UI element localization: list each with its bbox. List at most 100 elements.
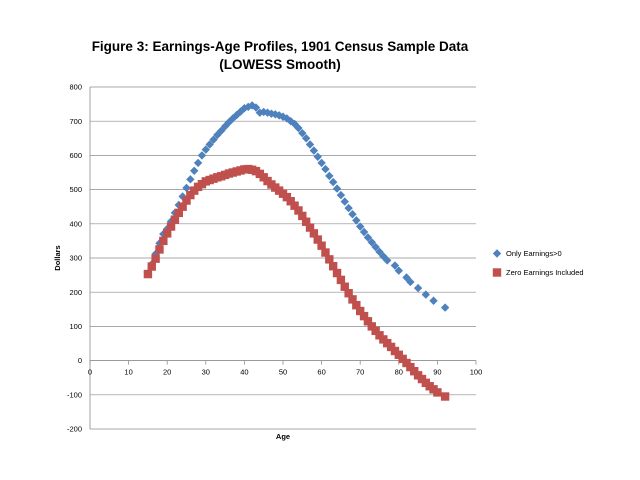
- data-point-square: [317, 241, 326, 250]
- data-point-square: [151, 254, 160, 263]
- data-point-diamond: [359, 227, 369, 237]
- data-point-diamond: [278, 112, 288, 121]
- data-point-square: [340, 282, 349, 291]
- data-point-diamond: [193, 158, 203, 168]
- data-point-square: [301, 217, 311, 226]
- data-point-square: [143, 269, 153, 279]
- data-point-diamond: [371, 242, 380, 252]
- data-point-square: [155, 245, 164, 254]
- data-point-square: [286, 197, 295, 206]
- x-tick-label: 0: [88, 368, 92, 377]
- data-point-square: [166, 222, 176, 231]
- data-point-diamond: [282, 114, 292, 123]
- gridlines: [90, 86, 476, 430]
- data-point-diamond: [197, 151, 207, 160]
- data-point-diamond: [352, 216, 361, 225]
- y-tick-label: 400: [69, 219, 82, 228]
- x-tick-label: 50: [279, 368, 287, 377]
- x-axis-title: Age: [276, 432, 290, 441]
- data-point-square: [313, 235, 322, 244]
- data-point-square: [309, 229, 319, 238]
- data-point-diamond: [251, 103, 261, 112]
- data-point-square: [371, 326, 380, 336]
- data-point-diamond: [205, 140, 214, 149]
- x-tick-label: 90: [433, 368, 441, 377]
- data-point-diamond: [201, 145, 210, 154]
- y-tick-label: 800: [69, 83, 82, 92]
- data-point-diamond: [290, 119, 299, 129]
- data-point-diamond: [363, 233, 373, 242]
- x-tick-label: 20: [163, 368, 171, 377]
- x-tick-label: 70: [356, 368, 364, 377]
- y-tick-label: -100: [67, 390, 82, 399]
- data-point-diamond: [336, 190, 346, 200]
- data-point-diamond: [413, 283, 423, 293]
- data-point-square: [174, 208, 183, 218]
- data-point-diamond: [321, 164, 330, 174]
- y-axis-title: Dollars: [53, 245, 62, 270]
- axes: [89, 87, 477, 429]
- legend-label: Only Earnings>0: [506, 249, 562, 258]
- data-point-square: [321, 248, 330, 257]
- data-point-diamond: [294, 123, 303, 133]
- data-point-square: [170, 215, 180, 224]
- data-point-square: [336, 275, 346, 285]
- data-point-diamond: [383, 256, 392, 265]
- data-point-square: [325, 255, 334, 264]
- legend-label: Zero Earnings Included: [506, 268, 584, 277]
- data-point-square: [367, 322, 376, 331]
- x-tick-labels: 0 10 20 30 40 50 60 70 80 90 100: [88, 368, 482, 377]
- data-point-diamond: [348, 210, 357, 219]
- legend: Only Earnings>0 Zero Earnings Included: [492, 249, 584, 277]
- data-point-square: [147, 262, 156, 271]
- data-point-square: [348, 295, 357, 304]
- data-point-square: [440, 392, 450, 401]
- data-point-square: [186, 190, 195, 200]
- chart-title: Figure 3: Earnings-Age Profiles, 1901 Ce…: [91, 39, 469, 72]
- data-point-diamond: [332, 184, 342, 193]
- data-point-diamond: [356, 222, 365, 231]
- x-tick-label: 40: [240, 368, 248, 377]
- data-point-square: [294, 206, 303, 215]
- data-point-diamond: [301, 134, 311, 143]
- y-tick-label: 700: [69, 117, 82, 126]
- data-point-square: [363, 317, 373, 326]
- data-point-diamond: [340, 197, 349, 206]
- y-tick-label: 300: [69, 254, 82, 263]
- data-point-diamond: [390, 261, 400, 270]
- x-tick-label: 100: [470, 368, 483, 377]
- data-point-square: [332, 268, 342, 278]
- data-point-square: [159, 236, 168, 246]
- data-point-diamond: [298, 128, 307, 138]
- data-point-diamond: [429, 296, 438, 305]
- data-point-square: [178, 202, 187, 211]
- data-point-diamond: [190, 166, 199, 175]
- data-point-diamond: [421, 290, 431, 299]
- series-zero-earnings: [143, 164, 450, 401]
- y-tick-label: 0: [78, 356, 82, 365]
- data-point-diamond: [240, 104, 249, 113]
- y-tick-label: 500: [69, 185, 82, 194]
- data-point-diamond: [317, 158, 326, 168]
- data-point-square: [298, 211, 307, 221]
- legend-square-icon: [492, 268, 502, 277]
- x-tick-label: 80: [395, 368, 403, 377]
- data-point-diamond: [182, 183, 191, 193]
- data-point-diamond: [406, 277, 415, 287]
- data-point-square: [352, 300, 361, 310]
- data-point-diamond: [394, 266, 403, 275]
- data-point-diamond: [344, 203, 353, 213]
- data-point-square: [163, 229, 172, 238]
- data-point-diamond: [309, 146, 319, 155]
- data-point-diamond: [305, 140, 315, 149]
- data-point-diamond: [367, 238, 376, 247]
- legend-diamond-icon: [492, 249, 502, 258]
- x-tick-label: 60: [317, 368, 325, 377]
- data-point-square: [433, 388, 442, 397]
- data-point-diamond: [325, 171, 334, 181]
- data-point-diamond: [286, 117, 295, 126]
- data-point-diamond: [328, 177, 338, 187]
- y-tick-label: 600: [69, 151, 82, 160]
- x-tick-label: 10: [124, 368, 132, 377]
